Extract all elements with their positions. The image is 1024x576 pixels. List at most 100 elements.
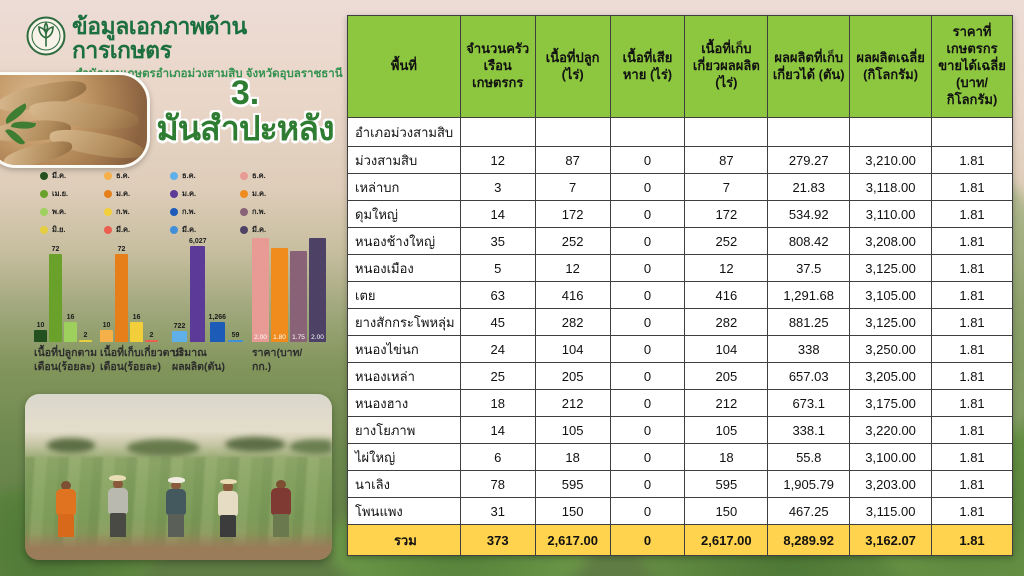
- table-cell: 212: [684, 389, 769, 417]
- table-cell: 105: [684, 416, 769, 444]
- empty-cell: [534, 117, 611, 147]
- table-cell: 881.25: [767, 308, 851, 336]
- legs: [109, 513, 126, 537]
- bar-with-label: 72: [49, 246, 62, 342]
- chart-legends: มี.ค. เม.ย. พ.ค. มิ.ย. ธ.ค. ม.ค. ก.พ. มี.ค. ธ.ค.…: [0, 170, 340, 245]
- total-cell: 0: [609, 524, 686, 556]
- table-header-row: พื้นที่ จำนวนครัวเรือนเกษตรกร เนื้อที่ปลูก…: [347, 15, 1013, 118]
- head: [112, 478, 123, 489]
- table-cell: 1.81: [931, 281, 1013, 309]
- table-cell: 12: [684, 254, 769, 282]
- empty-cell: [609, 117, 686, 147]
- legend-production-months: ธ.ค. ม.ค. ก.พ. มี.ค.: [170, 170, 196, 236]
- bar-value-label: 2: [149, 332, 154, 340]
- table-cell: 25: [459, 362, 536, 390]
- total-cell: 2,617.00: [684, 524, 769, 556]
- table-cell: 0: [609, 254, 686, 282]
- chart-bar: [190, 246, 206, 342]
- table-cell: 1,905.79: [767, 470, 851, 498]
- total-cell: 8,289.92: [767, 524, 851, 556]
- table-cell: หนองไข่นก: [347, 335, 461, 363]
- table-cell: 416: [534, 281, 611, 309]
- legend-item: พ.ค.: [40, 206, 68, 218]
- hat: [167, 476, 185, 483]
- bar-with-label: 10: [34, 322, 47, 342]
- total-cell: รวม: [347, 524, 461, 556]
- chart-title: ราคา(บาท/กก.): [252, 347, 303, 373]
- person-figure: [107, 474, 128, 537]
- table-cell: 252: [684, 227, 769, 255]
- chart-bar: 1.80: [271, 248, 288, 342]
- legend-color-dot: [170, 208, 178, 216]
- empty-cell: [459, 117, 536, 147]
- table-header-cell: พื้นที่: [347, 15, 461, 118]
- chart-bars: 10 72 16 2: [34, 232, 92, 342]
- table-cell: 12: [534, 254, 611, 282]
- hat: [219, 478, 237, 485]
- chart-bar: [228, 340, 244, 342]
- farmers-photo: [25, 394, 332, 560]
- legend-harvest-months: ธ.ค. ม.ค. ก.พ. มี.ค.: [104, 170, 130, 236]
- legend-month-label: ธ.ค.: [252, 171, 266, 180]
- table-cell: 104: [684, 335, 769, 363]
- table-cell: 0: [609, 146, 686, 174]
- legend-item: มี.ค.: [104, 224, 130, 236]
- chart-bars: 10 72 16 2: [100, 232, 158, 342]
- table-row: นาเลิง 78 595 0 595 1,905.79 3,203.00 1.81: [347, 470, 1013, 498]
- table-cell: 1.81: [931, 416, 1013, 444]
- table-row: ยางสักกระโพหลุ่ม 45 282 0 282 881.25 3,125.00 1…: [347, 308, 1013, 336]
- table-cell: ดุมใหญ่: [347, 200, 461, 228]
- table-row: ยางโยภาพ 14 105 0 105 338.1 3,220.00 1.81: [347, 416, 1013, 444]
- chart-4: 2.00 1.80 1.75 2.00 ราคา(บาท/กก.): [252, 232, 326, 374]
- table-cell: 205: [534, 362, 611, 390]
- legs: [57, 513, 74, 537]
- table-cell: 3,250.00: [849, 335, 933, 363]
- table-body: อำเภอม่วงสามสิบ ม่วงสามสิบ 12 87 0 87 279.27 3,…: [347, 117, 1013, 556]
- chart-title: ปริมาณผลผลิต(ตัน): [172, 347, 225, 373]
- bar-value-label: 6,027: [189, 238, 207, 246]
- bar-value-label: 72: [51, 246, 60, 254]
- table-cell: 282: [534, 308, 611, 336]
- table-cell: 3: [459, 173, 536, 201]
- bar-with-label: 6,027: [189, 238, 207, 342]
- legend-item: ธ.ค.: [104, 170, 130, 182]
- legend-color-dot: [40, 190, 48, 198]
- legend-item: ม.ค.: [240, 188, 266, 200]
- bar-with-label: 59: [228, 332, 244, 342]
- table-cell: 0: [609, 335, 686, 363]
- section-row: อำเภอม่วงสามสิบ: [347, 117, 1013, 147]
- chart-title: เนื้อที่เก็บเกี่ยวตามเดือน(ร้อยละ): [100, 347, 183, 373]
- chart-3: 722 6,027 1,266 59 ปริมาณผลผลิต(ตัน): [172, 232, 244, 374]
- table-row: ดุมใหญ่ 14 172 0 172 534.92 3,110.00 1.81: [347, 200, 1013, 228]
- legend-item: เม.ย.: [40, 188, 68, 200]
- person-figure: [270, 479, 291, 537]
- chart-bar: 2.00: [309, 238, 326, 342]
- total-cell: 1.81: [931, 524, 1013, 556]
- torso: [55, 489, 76, 515]
- chart-bar: [100, 330, 113, 342]
- legend-color-dot: [240, 190, 248, 198]
- chart-bar: [49, 254, 62, 342]
- legend-color-dot: [104, 226, 112, 234]
- legend-color-dot: [40, 208, 48, 216]
- table-header-cell: ผลผลิตที่เก็บเกี่ยวได้ (ตัน): [767, 15, 851, 118]
- chart-bar: [115, 254, 128, 342]
- table-cell: 1.81: [931, 470, 1013, 498]
- table-header-row: พื้นที่ จำนวนครัวเรือนเกษตรกร เนื้อที่ปลูก…: [347, 15, 1013, 118]
- empty-cell: [767, 117, 851, 147]
- legend-month-label: มี.ค.: [116, 225, 131, 234]
- bar-value-label: 1,266: [208, 314, 227, 322]
- table-cell: 0: [609, 200, 686, 228]
- legend-month-label: มี.ค.: [252, 225, 267, 234]
- table-cell: 24: [459, 335, 536, 363]
- legend-color-dot: [170, 226, 178, 234]
- legend-item: ธ.ค.: [240, 170, 266, 182]
- table-cell: 1.81: [931, 335, 1013, 363]
- table-cell: 205: [684, 362, 769, 390]
- chart-title: เนื้อที่ปลูกตามเดือน(ร้อยละ): [34, 347, 98, 373]
- table-header-cell: เนื้อที่ปลูก (ไร่): [534, 15, 611, 118]
- table-cell: 1,291.68: [767, 281, 851, 309]
- legend-month-label: มี.ค.: [52, 171, 67, 180]
- table-header-cell: จำนวนครัวเรือนเกษตรกร: [459, 15, 536, 118]
